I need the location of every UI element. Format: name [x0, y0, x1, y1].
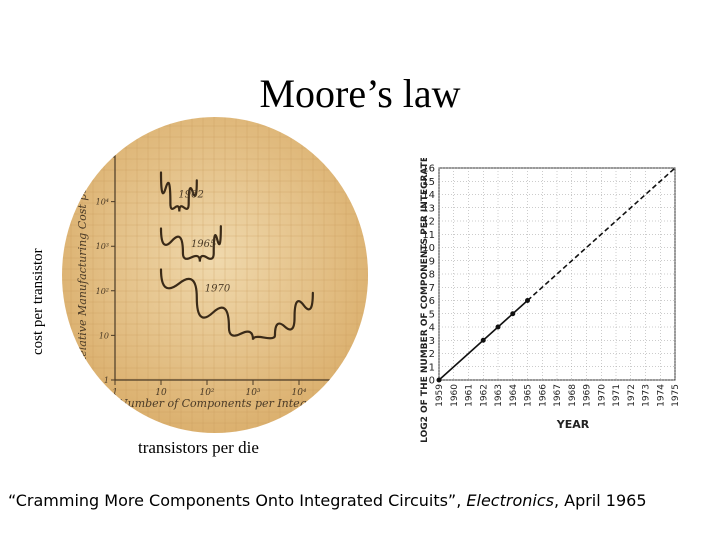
citation-title: “Cramming More Components Onto Integrate… [8, 491, 467, 510]
right-y-tick-label: 15 [422, 177, 435, 188]
left-x-tick-label: 10 [155, 388, 167, 398]
right-x-tick-label: 1964 [509, 384, 519, 407]
right-x-tick-label: 1973 [642, 384, 652, 407]
cost-curve-label-1962: 1962 [178, 190, 203, 201]
right-y-tick-label: 7 [429, 283, 435, 294]
cost-curve-label-1965: 1965 [191, 239, 216, 250]
right-x-tick-label: 1974 [656, 384, 666, 407]
left-chart-inner-xlabel: Number of Components per Integrated Circ… [117, 397, 370, 410]
right-y-tick-label: 13 [422, 203, 435, 214]
right-x-tick-label: 1968 [568, 384, 578, 407]
cost-curve-label-1970: 1970 [205, 284, 231, 295]
right-y-tick-label: 8 [429, 270, 435, 281]
left-y-tick-label: 10² [96, 287, 109, 296]
left-x-tick-label: 10⁴ [291, 388, 306, 398]
right-y-tick-label: 10 [422, 243, 435, 254]
citation-caption: “Cramming More Components Onto Integrate… [8, 490, 708, 512]
left-chart-axes [114, 147, 345, 381]
graph-paper [62, 117, 368, 433]
right-y-tick-label: 11 [422, 230, 435, 241]
right-data-point [510, 311, 516, 317]
left-x-tick-label: 10² [199, 388, 214, 398]
right-x-tick-label: 1962 [479, 384, 489, 407]
right-x-tick-label: 1966 [538, 384, 548, 407]
right-y-tick-label: 6 [429, 296, 435, 307]
cost-curve-1970 [159, 268, 314, 340]
right-series-line-1 [526, 167, 676, 302]
left-x-tick-label: 10⁵ [337, 388, 352, 398]
left-y-tick-label: 10⁴ [96, 198, 109, 207]
left-x-tick-label: 10³ [245, 388, 260, 398]
right-y-tick-label: 3 [429, 336, 435, 347]
citation-date: , April 1965 [553, 491, 647, 510]
right-chart-ylabel: LOG2 OF THE NUMBER OF COMPONENTS PER INT… [420, 158, 430, 443]
right-x-tick-label: 1963 [494, 384, 504, 407]
right-data-point [495, 324, 501, 330]
left-chart-xlabel: transistors per die [138, 438, 259, 457]
right-y-tick-label: 16 [422, 164, 435, 175]
right-y-tick-label: 12 [422, 217, 435, 228]
right-y-tick-label: 5 [429, 309, 435, 320]
left-y-tick-label: 1 [104, 376, 109, 385]
right-data-point [436, 377, 442, 383]
citation-journal: Electronics [466, 491, 554, 510]
right-chart-xlabel: YEAR [556, 418, 590, 431]
right-x-tick-label: 1975 [671, 384, 681, 407]
left-y-tick-label: 10⁵ [96, 153, 110, 162]
graph-paper-grid [62, 117, 368, 433]
right-x-tick-label: 1969 [583, 384, 593, 407]
page-title: Moore’s law [259, 71, 461, 116]
right-y-tick-label: 14 [422, 190, 435, 201]
right-x-tick-label: 1967 [553, 384, 563, 407]
right-x-tick-label: 1959 [435, 384, 445, 407]
left-x-tick-label: 1 [112, 388, 118, 398]
right-data-point [480, 337, 486, 343]
right-y-tick-label: 4 [429, 323, 435, 334]
right-chart-grid [438, 167, 676, 381]
left-y-tick-label: 10 [99, 331, 109, 340]
left-chart-ylabel: cost per transistor [30, 248, 46, 355]
cost-curves-chart: 1 10 10² 10³ 10⁴ 10⁵ 10⁵ 10⁴ 10³ 10² 10 1 1962 1965 1… [62, 115, 370, 433]
right-y-tick-label: 1 [429, 362, 435, 373]
right-x-tick-label: 1965 [524, 384, 534, 407]
right-x-tick-label: 1971 [612, 384, 622, 407]
right-x-tick-label: 1960 [450, 384, 460, 407]
right-y-tick-label: 9 [429, 256, 435, 267]
left-chart-inner-ylabel: Relative Manufacturing Cost per Componen… [76, 115, 89, 366]
right-x-tick-label: 1972 [627, 384, 637, 407]
right-y-tick-label: 2 [429, 349, 435, 360]
right-y-tick-label: 0 [429, 376, 435, 387]
right-x-tick-label: 1961 [465, 384, 475, 407]
right-x-tick-label: 1970 [597, 384, 607, 407]
left-y-tick-label: 10³ [96, 242, 109, 251]
